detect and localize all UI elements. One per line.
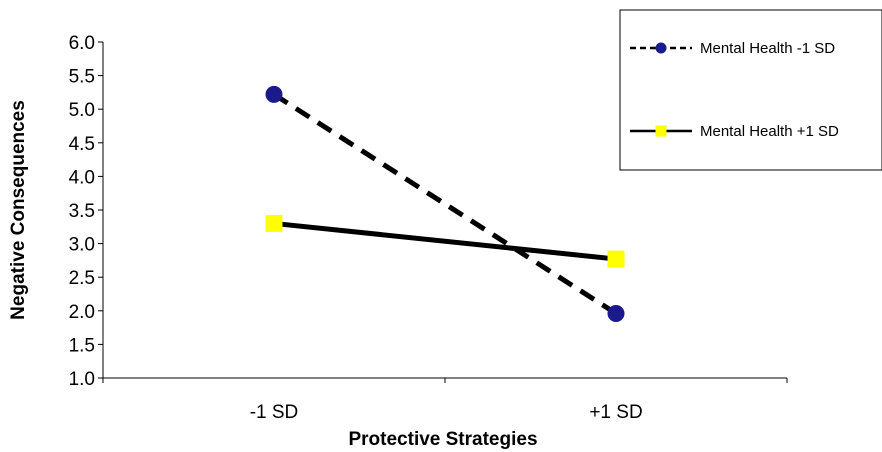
x-ticks: -1 SD +1 SD — [102, 378, 788, 423]
series-1 — [265, 85, 625, 322]
y-tick-label: 4.0 — [69, 167, 95, 188]
y-tick-label: 4.5 — [69, 134, 95, 155]
y-tick-label: 1.5 — [69, 335, 95, 356]
data-point — [265, 85, 283, 103]
y-axis-title: Negative Consequences — [8, 100, 29, 320]
series-line — [273, 220, 617, 262]
x-tick-label: -1 SD — [250, 402, 299, 423]
series-line — [272, 92, 618, 316]
series-2 — [265, 214, 625, 268]
legend-swatch-marker — [655, 42, 667, 54]
legend-swatch-marker — [655, 125, 667, 137]
data-point — [607, 250, 625, 268]
legend: Mental Health -1 SD Mental Health +1 SD — [619, 9, 882, 171]
y-tick-label: 2.0 — [69, 302, 95, 323]
legend-item: Mental Health -1 SD — [630, 40, 835, 57]
data-point — [265, 214, 283, 232]
y-ticks: 1.0 1.5 2.0 2.5 3.0 3.5 4.0 4.5 5.0 5.5 6.0 — [69, 33, 103, 390]
data-point — [607, 304, 625, 322]
legend-label: Mental Health -1 SD — [700, 40, 835, 57]
x-axis: -1 SD +1 SD — [102, 377, 788, 423]
legend-items: Mental Health -1 SD Mental Health +1 SD — [630, 40, 839, 140]
legend-item: Mental Health +1 SD — [630, 123, 839, 140]
y-tick-label: 3.0 — [69, 235, 95, 256]
legend-box — [619, 9, 882, 171]
y-tick-label: 5.0 — [69, 100, 95, 121]
x-tick-label: +1 SD — [589, 402, 642, 423]
y-tick-label: 6.0 — [69, 33, 95, 54]
y-tick-label: 5.5 — [69, 67, 95, 88]
series-layer — [265, 85, 625, 322]
legend-label: Mental Health +1 SD — [700, 123, 839, 140]
y-axis: 1.0 1.5 2.0 2.5 3.0 3.5 4.0 4.5 5.0 5.5 6.0 — [69, 33, 104, 390]
y-tick-label: 2.5 — [69, 268, 95, 289]
x-axis-title: Protective Strategies — [348, 429, 537, 450]
y-tick-label: 3.5 — [69, 201, 95, 222]
y-tick-label: 1.0 — [69, 369, 95, 390]
